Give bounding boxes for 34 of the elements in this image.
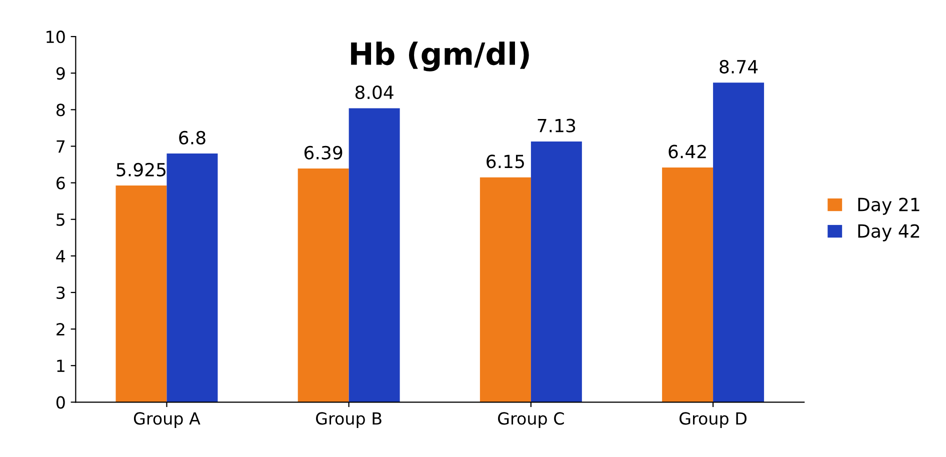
data-label: 7.13 <box>538 118 576 132</box>
chart-title: Hb (gm/dl) <box>351 42 529 72</box>
y-tick-label: 8 <box>56 104 65 116</box>
data-label: 6.39 <box>304 146 342 160</box>
y-tick-label: 7 <box>56 140 65 153</box>
y-tick-label: 6 <box>56 176 65 190</box>
data-label: 5.925 <box>116 162 166 176</box>
bar <box>662 167 714 402</box>
y-tick-label: 0 <box>56 396 65 409</box>
bar <box>298 168 349 402</box>
data-label: 6.42 <box>668 144 706 158</box>
x-tick-label: Group D <box>680 412 746 428</box>
bar <box>116 186 167 402</box>
data-label: 6.8 <box>179 130 206 144</box>
data-label: 6.15 <box>486 154 524 168</box>
y-tick-label: 3 <box>56 286 65 300</box>
data-label: 8.74 <box>720 60 758 74</box>
x-tick-label: Group C <box>498 412 564 428</box>
bar <box>348 108 400 402</box>
x-tick-label: Group A <box>134 412 200 428</box>
y-tick-label: 4 <box>56 250 66 262</box>
y-tick-label: 10 <box>46 30 65 44</box>
data-label: 8.04 <box>355 86 394 100</box>
y-tick-label: 1 <box>57 360 64 372</box>
y-tick-label: 9 <box>56 67 65 80</box>
legend-label: Day 42 <box>858 224 920 242</box>
x-tick-label: Group B <box>316 412 382 428</box>
y-tick-label: 2 <box>56 323 64 336</box>
bar <box>166 154 218 402</box>
bar <box>713 82 764 402</box>
bar <box>480 177 531 402</box>
legend-label: Day 21 <box>858 198 920 215</box>
y-tick-label: 5 <box>56 214 64 226</box>
bar <box>530 141 582 402</box>
